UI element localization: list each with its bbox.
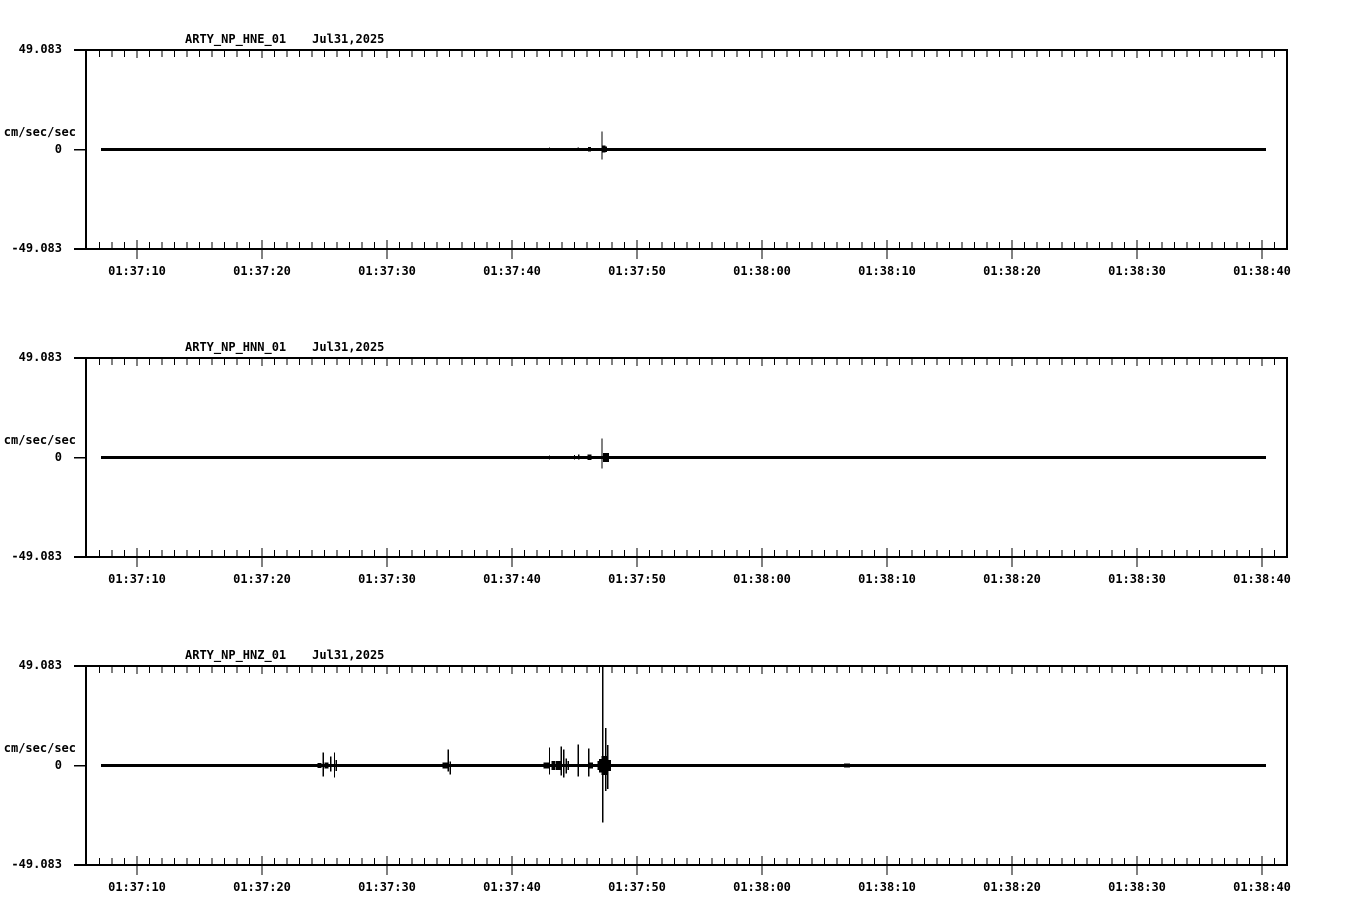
y-max-label: 49.083: [18, 42, 62, 56]
panel-ARTY_NP_HNN_01: [74, 357, 1288, 567]
event-blob: [598, 759, 604, 773]
station-channel-label: ARTY_NP_HNZ_01: [185, 648, 287, 662]
x-tick-label: 01:37:20: [233, 264, 291, 278]
x-tick-label: 01:38:30: [1108, 264, 1166, 278]
panel-title: ARTY_NP_HNZ_01 Jul31,2025: [185, 649, 384, 662]
x-tick-label: 01:38:30: [1108, 572, 1166, 586]
x-tick-label: 01:37:50: [608, 880, 666, 894]
event-blob: [317, 762, 322, 769]
x-tick-label: 01:37:10: [108, 572, 166, 586]
y-axis-units-label: cm/sec/sec: [3, 432, 76, 447]
x-tick-label: 01:37:30: [358, 880, 416, 894]
y-zero-label: 0: [54, 757, 62, 772]
x-tick-label: 01:38:40: [1233, 264, 1291, 278]
x-tick-label: 01:38:40: [1233, 880, 1291, 894]
x-tick-label: 01:38:00: [733, 264, 791, 278]
station-channel-label: ARTY_NP_HNN_01: [185, 340, 287, 354]
date-label: Jul31,2025: [312, 648, 385, 662]
x-tick-label: 01:38:10: [858, 880, 916, 894]
x-tick-label: 01:37:20: [233, 880, 291, 894]
y-zero-label: 0: [54, 449, 62, 464]
x-tick-label: 01:38:20: [983, 880, 1041, 894]
x-tick-label: 01:37:50: [608, 264, 666, 278]
x-tick-label: 01:38:40: [1233, 572, 1291, 586]
event-blob: [602, 453, 609, 462]
x-tick-label: 01:38:10: [858, 572, 916, 586]
event-blob: [543, 762, 550, 769]
y-min-label: -49.083: [11, 549, 62, 563]
x-tick-label: 01:37:20: [233, 572, 291, 586]
y-min-label: -49.083: [11, 241, 62, 255]
date-label: Jul31,2025: [312, 32, 385, 46]
event-blob: [601, 756, 608, 775]
x-tick-label: 01:37:40: [483, 880, 541, 894]
panel-ARTY_NP_HNZ_01: [74, 665, 1288, 875]
x-tick-label: 01:37:10: [108, 880, 166, 894]
event-blob: [555, 761, 561, 770]
station-channel-label: ARTY_NP_HNE_01: [185, 32, 287, 46]
event-blob: [588, 762, 593, 769]
y-min-label: -49.083: [11, 857, 62, 871]
x-tick-label: 01:38:10: [858, 264, 916, 278]
x-tick-label: 01:38:00: [733, 572, 791, 586]
event-blob: [324, 762, 329, 769]
y-zero-label: 0: [54, 141, 62, 156]
event-blob: [602, 145, 606, 153]
x-tick-label: 01:38:20: [983, 264, 1041, 278]
x-tick-label: 01:37:50: [608, 572, 666, 586]
panel-title: ARTY_NP_HNN_01 Jul31,2025: [185, 341, 384, 354]
x-tick-label: 01:37:30: [358, 264, 416, 278]
panel-title: ARTY_NP_HNE_01 Jul31,2025: [185, 33, 384, 46]
y-max-label: 49.083: [18, 350, 62, 364]
event-blob: [608, 760, 611, 771]
y-axis-units-label: cm/sec/sec: [3, 124, 76, 139]
event-blob: [588, 146, 591, 152]
event-blob: [551, 761, 556, 770]
event-blob: [442, 762, 448, 769]
x-tick-label: 01:37:40: [483, 572, 541, 586]
x-tick-label: 01:38:20: [983, 572, 1041, 586]
x-tick-label: 01:37:30: [358, 572, 416, 586]
x-tick-label: 01:37:10: [108, 264, 166, 278]
event-blob: [587, 454, 592, 461]
date-label: Jul31,2025: [312, 340, 385, 354]
y-axis-units-label: cm/sec/sec: [3, 740, 76, 755]
y-max-label: 49.083: [18, 658, 62, 672]
event-blob: [844, 763, 850, 768]
x-tick-label: 01:38:30: [1108, 880, 1166, 894]
panel-ARTY_NP_HNE_01: [74, 49, 1288, 259]
x-tick-label: 01:37:40: [483, 264, 541, 278]
x-tick-label: 01:38:00: [733, 880, 791, 894]
